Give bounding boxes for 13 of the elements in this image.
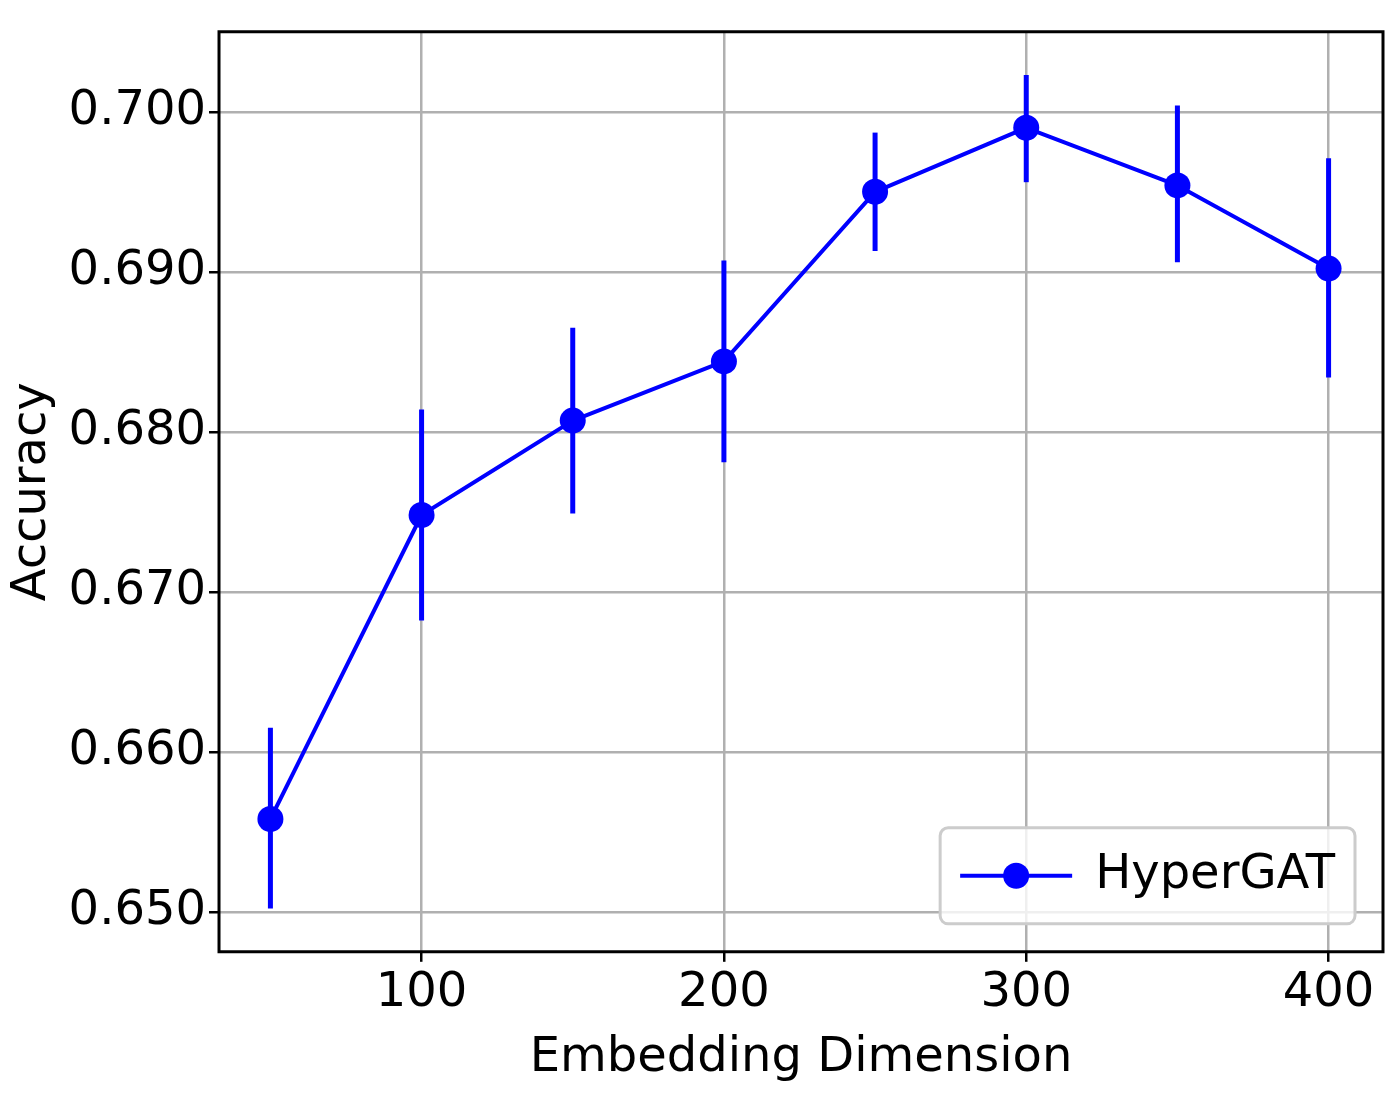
- y-tick-label: 0.700: [68, 79, 207, 136]
- x-tick-label: 200: [678, 961, 770, 1018]
- x-tick-label: 300: [980, 961, 1073, 1018]
- x-tick-label: 100: [375, 961, 468, 1018]
- y-tick-label: 0.690: [68, 239, 207, 296]
- y-axis-title: Accuracy: [0, 382, 57, 602]
- legend-label: HyperGAT: [1095, 843, 1336, 900]
- y-tick-label: 0.680: [68, 399, 207, 456]
- y-tick-label: 0.660: [68, 719, 207, 776]
- y-tick-label: 0.650: [68, 879, 207, 936]
- x-tick-label: 400: [1282, 961, 1375, 1018]
- x-axis-title: Embedding Dimension: [529, 1025, 1073, 1082]
- y-tick-label: 0.670: [68, 559, 207, 616]
